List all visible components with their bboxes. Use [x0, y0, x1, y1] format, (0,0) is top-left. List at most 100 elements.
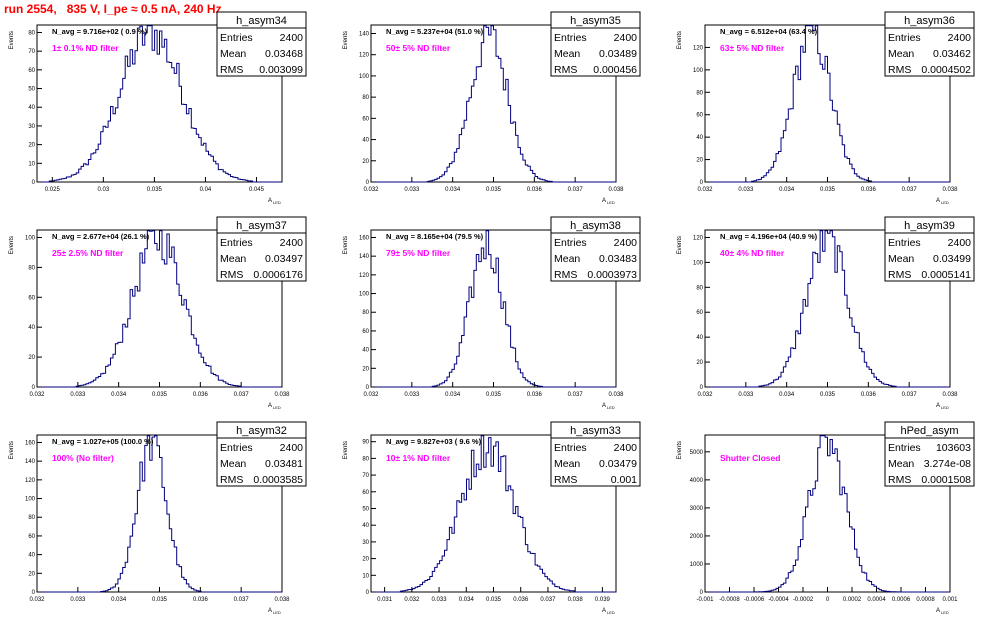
y-tick-label: 10 [28, 161, 35, 167]
stats-value: 0.0001508 [921, 474, 971, 486]
histogram-line [705, 435, 950, 593]
stats-label: Mean [220, 458, 246, 470]
stats-label: Mean [888, 253, 914, 265]
stats-label: RMS [554, 474, 577, 486]
stats-box [216, 27, 307, 77]
histogram-line [705, 25, 950, 183]
x-tick-label: 0.033 [432, 597, 448, 603]
x-tick-label: 0.037 [234, 597, 250, 603]
stats-label: Entries [888, 237, 921, 249]
y-tick-label: 20 [362, 366, 369, 372]
y-tick-label: 0 [32, 385, 36, 391]
x-tick-label: -0.0006 [744, 597, 765, 603]
y-tick-label: 40 [362, 523, 369, 529]
x-tick-label: -0.001 [696, 597, 714, 603]
x-axis-label-subscript: LED [273, 610, 281, 615]
x-tick-label: 0.035 [152, 392, 168, 398]
navg-label: N_avg = 9.827e+03 ( 9.6 %) [386, 437, 482, 446]
y-tick-label: 140 [359, 254, 370, 260]
stats-label: RMS [220, 64, 243, 76]
filter-label: 100% (No filter) [52, 453, 114, 463]
navg-label: N_avg = 4.196e+04 (40.9 %) [720, 232, 818, 241]
x-tick-label: 0.025 [45, 187, 61, 193]
y-tick-label: 140 [359, 31, 370, 37]
stats-value: 0.0003973 [587, 269, 637, 281]
histogram-panel-h_asym35: 0.032 0.033 0.034 0.035 0.036 0.037 0.038 0 20 40… [343, 11, 641, 205]
x-axis-label-subscript: LED [607, 200, 615, 205]
x-tick-label: -0.0002 [793, 597, 814, 603]
x-tick-label: 0.032 [363, 187, 379, 193]
x-tick-label: 0.0008 [916, 597, 935, 603]
stats-box [550, 437, 641, 487]
stats-value: 0.03462 [933, 48, 971, 60]
stats-value: 2400 [280, 237, 304, 249]
stats-label: Entries [220, 32, 253, 44]
y-tick-label: 30 [28, 124, 35, 130]
histogram-name: h_asym32 [236, 425, 287, 437]
y-tick-label: 120 [359, 273, 370, 279]
stats-box [216, 232, 307, 282]
stats-value: 0.03499 [933, 253, 971, 265]
y-axis-label: Events [9, 236, 15, 254]
stats-label: Mean [220, 48, 246, 60]
y-axis-label: Events [677, 31, 683, 49]
x-tick-label: 0.034 [779, 187, 795, 193]
stats-value: 103603 [936, 442, 971, 454]
x-tick-label: 0.037 [540, 597, 556, 603]
navg-label: N_avg = 5.237e+04 (51.0 %) [386, 27, 484, 36]
stats-label: Entries [554, 237, 587, 249]
histogram-line [705, 230, 950, 388]
y-tick-label: 50 [362, 506, 369, 512]
x-tick-label: 0.0006 [892, 597, 911, 603]
stats-value: 0.003099 [259, 64, 303, 76]
y-axis-label: Events [9, 441, 15, 459]
stats-label: Mean [888, 458, 914, 470]
plot-frame [36, 24, 283, 183]
y-tick-label: 80 [696, 285, 703, 291]
y-tick-label: 40 [28, 325, 35, 331]
x-tick-label: 0.038 [608, 187, 624, 193]
stats-box [884, 437, 975, 487]
y-axis-label: Events [343, 31, 349, 49]
x-tick-label: 0.038 [942, 392, 958, 398]
histogram-line [371, 435, 616, 593]
x-axis-label: A [936, 608, 940, 614]
filter-label: 79± 5% ND filter [386, 248, 451, 258]
histogram-name: h_asym38 [570, 220, 621, 232]
stats-value: 2400 [948, 32, 972, 44]
y-tick-label: 70 [362, 473, 369, 479]
x-tick-label: 0.034 [445, 392, 461, 398]
y-tick-label: 60 [696, 113, 703, 119]
y-tick-label: 80 [696, 90, 703, 96]
x-tick-label: 0.033 [404, 187, 420, 193]
x-tick-label: 0.045 [249, 187, 265, 193]
y-axis-label: Events [677, 236, 683, 254]
histogram-panel-h_asym34: 0.025 0.03 0.035 0.04 0.045 0 10 20 30 40 50 60 70 80… [9, 11, 307, 205]
histogram-name: h_asym36 [904, 15, 955, 27]
filter-label: 40± 4% ND filter [720, 248, 785, 258]
y-tick-label: 70 [28, 49, 35, 55]
histogram-name: hPed_asym [900, 425, 958, 437]
y-tick-label: 60 [28, 295, 35, 301]
y-tick-label: 20 [28, 355, 35, 361]
stats-label: Mean [554, 48, 580, 60]
stats-label: Entries [220, 237, 253, 249]
x-tick-label: 0.036 [527, 392, 543, 398]
x-tick-label: 0.033 [738, 187, 754, 193]
x-tick-label: 0.034 [445, 187, 461, 193]
y-tick-label: 60 [28, 68, 35, 74]
y-tick-label: 20 [28, 143, 35, 149]
x-tick-label: -0.0008 [719, 597, 740, 603]
stats-value: 0.0004502 [921, 64, 971, 76]
x-axis-label: A [268, 403, 272, 409]
y-tick-label: 100 [693, 68, 704, 74]
y-tick-label: 160 [25, 440, 36, 446]
x-tick-label: 0.032 [404, 597, 420, 603]
x-tick-label: 0.035 [486, 187, 502, 193]
x-tick-label: 0.037 [902, 187, 918, 193]
x-tick-label: 0.032 [697, 187, 713, 193]
y-tick-label: 120 [693, 45, 704, 51]
histogram-panel-h_asym38: 0.032 0.033 0.034 0.035 0.036 0.037 0.038 0 20 40… [343, 216, 641, 410]
y-axis-label: Events [343, 441, 349, 459]
x-axis-label-subscript: LED [607, 405, 615, 410]
